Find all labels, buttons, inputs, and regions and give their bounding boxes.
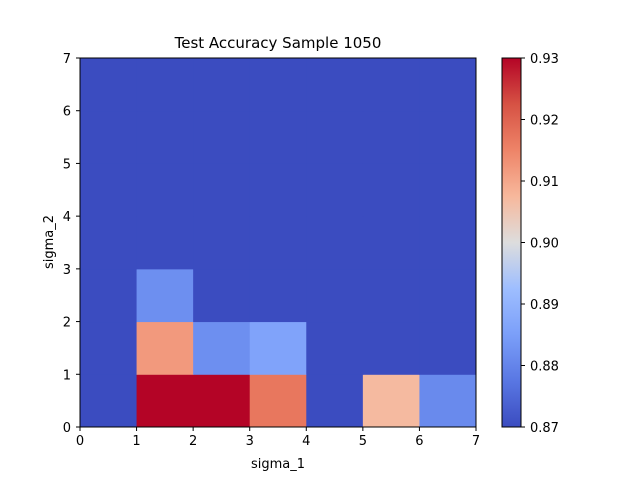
heatmap-cell <box>249 268 307 323</box>
heatmap-cell <box>193 58 251 112</box>
heatmap-cell <box>249 58 307 112</box>
y-tick-label: 2 <box>63 316 71 331</box>
x-tick-label: 5 <box>359 434 367 449</box>
heatmap-cell <box>419 321 477 375</box>
heatmap-cell <box>362 163 420 217</box>
x-tick-label: 6 <box>415 434 423 449</box>
heatmap-cell <box>249 321 307 375</box>
heatmap-cell <box>419 374 477 428</box>
heatmap-cell <box>193 110 251 164</box>
heatmap-cell <box>362 374 420 428</box>
heatmap-cell <box>306 58 364 112</box>
colorbar-tick-label: 0.93 <box>530 52 559 67</box>
heatmap-cell <box>249 216 307 270</box>
x-tick-label: 0 <box>76 434 84 449</box>
heatmap-cell <box>136 58 194 112</box>
heatmap-cell <box>136 216 194 270</box>
heatmap-cell <box>136 374 194 428</box>
x-tick-label: 1 <box>132 434 140 449</box>
heatmap-cell <box>80 58 138 112</box>
x-axis-ticks: 0 1 2 3 4 5 6 7 <box>76 427 480 449</box>
heatmap-cell <box>306 110 364 164</box>
heatmap-cell <box>80 110 138 164</box>
y-tick-label: 0 <box>63 421 71 436</box>
colorbar-tick-label: 0.90 <box>530 237 559 252</box>
heatmap-cell <box>136 268 194 323</box>
heatmap-cell <box>249 163 307 217</box>
heatmap-cell <box>306 163 364 217</box>
heatmap-cell <box>80 268 138 323</box>
y-tick-label: 4 <box>63 210 71 225</box>
heatmap-cell <box>249 110 307 164</box>
colorbar-ticks: 0.87 0.88 0.89 0.90 0.91 0.92 0.93 <box>521 52 559 436</box>
y-tick-label: 7 <box>63 52 71 67</box>
heatmap-cells <box>80 58 477 428</box>
y-tick-label: 3 <box>63 263 71 278</box>
colorbar-tick-label: 0.88 <box>530 360 559 375</box>
chart-title: Test Accuracy Sample 1050 <box>174 34 382 52</box>
heatmap-cell <box>193 374 251 428</box>
heatmap-cell <box>419 110 477 164</box>
heatmap-cell <box>193 268 251 323</box>
y-tick-label: 6 <box>63 105 71 120</box>
heatmap-cell <box>80 374 138 428</box>
heatmap-cell <box>249 374 307 428</box>
heatmap-cell <box>80 163 138 217</box>
plot-frame <box>79 57 477 428</box>
heatmap-cell <box>306 268 364 323</box>
heatmap-cell <box>419 268 477 323</box>
x-tick-label: 4 <box>302 434 310 449</box>
heatmap-cell <box>80 321 138 375</box>
heatmap-cell <box>193 321 251 375</box>
colorbar <box>501 57 522 428</box>
heatmap-cell <box>362 268 420 323</box>
x-tick-label: 7 <box>472 434 480 449</box>
heatmap-cell <box>362 321 420 375</box>
heatmap-cell <box>419 58 477 112</box>
heatmap-cell <box>362 216 420 270</box>
colorbar-tick-label: 0.92 <box>530 114 559 129</box>
y-axis-ticks: 0 1 2 3 4 5 6 7 <box>63 52 80 436</box>
x-axis-label: sigma_1 <box>251 457 305 472</box>
heatmap-cell <box>136 321 194 375</box>
heatmap-cell <box>362 110 420 164</box>
y-tick-label: 5 <box>63 157 71 172</box>
heatmap-cell <box>306 216 364 270</box>
heatmap-cell <box>362 58 420 112</box>
heatmap-cell <box>306 321 364 375</box>
heatmap-cell <box>80 216 138 270</box>
heatmap-cell <box>193 216 251 270</box>
colorbar-tick-label: 0.87 <box>530 421 559 436</box>
heatmap-cell <box>136 110 194 164</box>
y-tick-label: 1 <box>63 368 71 383</box>
y-axis-label: sigma_2 <box>42 215 57 269</box>
x-tick-label: 2 <box>189 434 197 449</box>
heatmap-cell <box>306 374 364 428</box>
x-tick-label: 3 <box>246 434 254 449</box>
heatmap-cell <box>136 163 194 217</box>
heatmap-cell <box>419 163 477 217</box>
colorbar-tick-label: 0.89 <box>530 298 559 313</box>
heatmap-cell <box>419 216 477 270</box>
heatmap-cell <box>193 163 251 217</box>
colorbar-tick-label: 0.91 <box>530 175 559 190</box>
